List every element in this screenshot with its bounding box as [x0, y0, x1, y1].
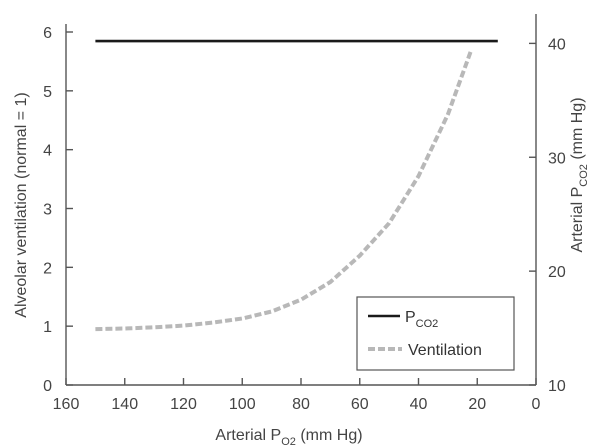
legend: PCO2 Ventilation — [356, 296, 515, 371]
legend-label-pco2: PCO2 — [405, 309, 438, 330]
y-axis-right-label: Arterial PCO2 (mm Hg) — [569, 97, 590, 252]
series-layer — [95, 39, 498, 332]
x-axis-label-sub: O2 — [281, 436, 296, 448]
legend-box — [356, 296, 515, 371]
y-right-tick-label: 40 — [548, 36, 566, 53]
x-axis-label-unit: (mm Hg) — [296, 427, 363, 444]
x-tick-label: 20 — [468, 396, 486, 413]
x-tick-label: 100 — [229, 396, 256, 413]
y-left-tick-label: 4 — [43, 143, 52, 160]
y-axis-left-label: Alveolar ventilation (normal = 1) — [13, 92, 30, 317]
x-tick-label: 60 — [351, 396, 369, 413]
y-left-tick-label: 3 — [43, 202, 52, 219]
legend-label-ventilation: Ventilation — [408, 342, 482, 359]
x-tick-label: 140 — [111, 396, 138, 413]
y-right-tick-label: 10 — [548, 378, 566, 395]
y-axis-right-label-unit: (mm Hg) — [569, 97, 586, 164]
legend-label-pco2-sub: CO2 — [416, 318, 439, 330]
x-tick-label: 40 — [410, 396, 428, 413]
legend-label-pco2-main: P — [405, 309, 416, 326]
series-line-ventilation — [95, 48, 474, 332]
y-left-tick-label: 1 — [43, 319, 52, 336]
y-left-tick-label: 2 — [43, 260, 52, 277]
y-axis-right-label-main: Arterial P — [569, 187, 586, 253]
y-left-tick-label: 6 — [43, 25, 52, 42]
y-left-tick-label: 0 — [43, 378, 52, 395]
x-axis-label-main: Arterial P — [215, 427, 281, 444]
x-tick-label: 0 — [532, 396, 541, 413]
y-right-tick-label: 30 — [548, 150, 566, 167]
y-axis-right-label-sub: CO2 — [578, 164, 590, 187]
y-left-tick-label: 5 — [43, 84, 52, 101]
x-tick-label: 160 — [53, 396, 80, 413]
axes: 0 1 2 3 4 5 6 160 140 120 100 80 60 40 20 0 10 20 30 40 — [43, 14, 566, 413]
y-right-tick-label: 20 — [548, 264, 566, 281]
x-tick-label: 80 — [292, 396, 310, 413]
x-tick-label: 120 — [170, 396, 197, 413]
x-axis-label: Arterial PO2 (mm Hg) — [215, 427, 362, 448]
